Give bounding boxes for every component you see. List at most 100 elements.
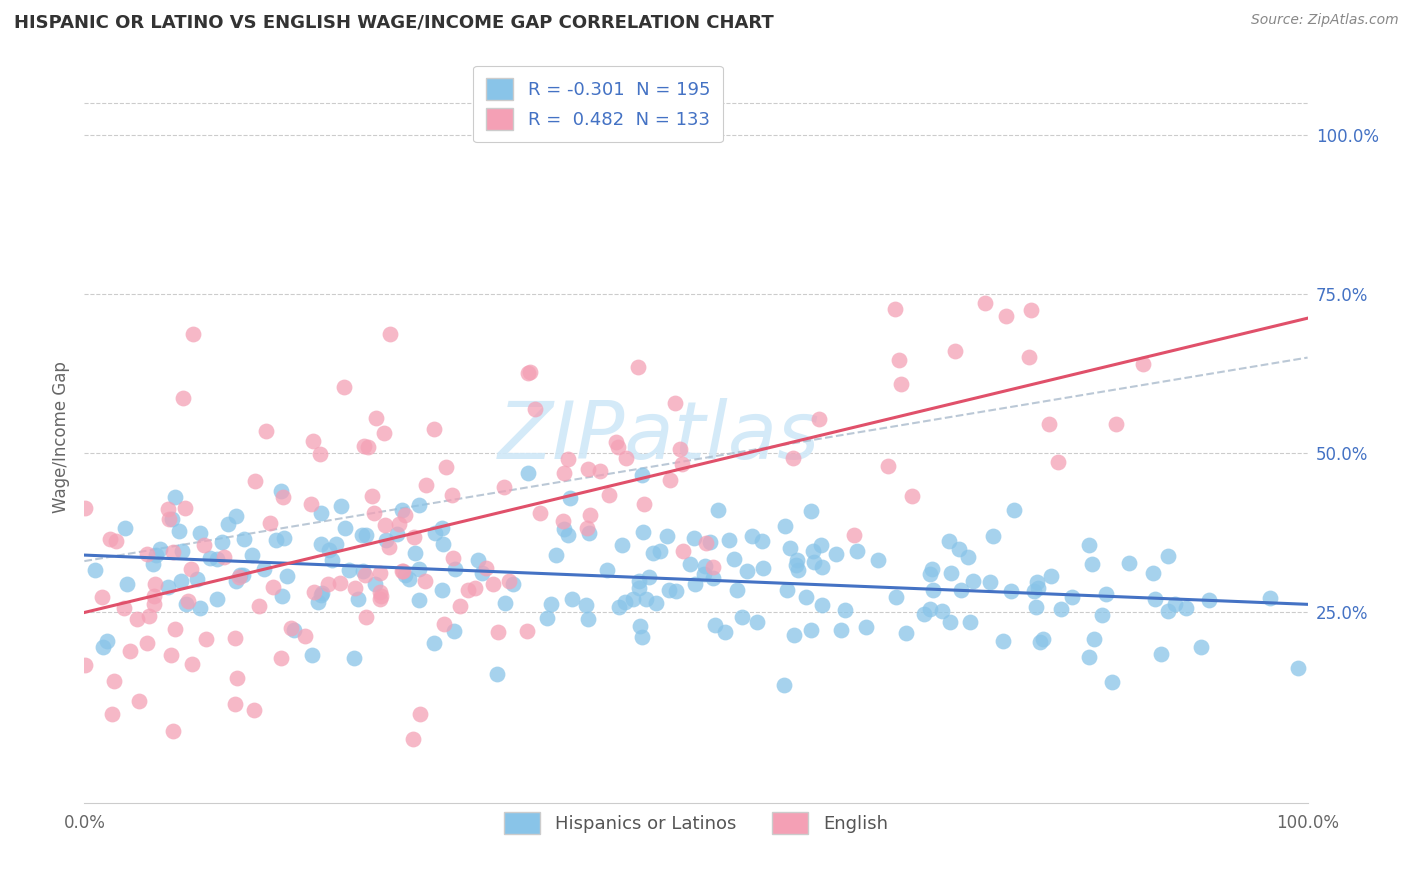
Point <box>357 440 380 454</box>
Point <box>634 592 657 607</box>
Point <box>434 460 457 475</box>
Point <box>165 490 187 504</box>
Point <box>995 309 1018 323</box>
Point <box>498 574 520 588</box>
Point <box>1143 591 1166 606</box>
Point <box>959 615 981 629</box>
Point <box>1118 556 1140 570</box>
Point <box>830 623 852 637</box>
Point <box>576 462 599 476</box>
Point <box>415 574 437 589</box>
Point <box>810 538 832 552</box>
Point <box>575 599 598 613</box>
Point <box>352 564 374 578</box>
Point <box>350 527 373 541</box>
Point <box>981 529 1004 543</box>
Point <box>360 489 382 503</box>
Point <box>889 353 911 368</box>
Point <box>160 648 183 663</box>
Point <box>612 538 634 552</box>
Point <box>394 508 416 523</box>
Point <box>1150 647 1173 661</box>
Point <box>270 483 292 498</box>
Point <box>402 732 425 747</box>
Point <box>177 594 200 608</box>
Point <box>114 600 136 615</box>
Point <box>169 574 191 588</box>
Point <box>877 458 900 473</box>
Point <box>494 596 516 610</box>
Point <box>398 572 420 586</box>
Point <box>630 468 652 483</box>
Point <box>1026 574 1049 589</box>
Point <box>973 295 995 310</box>
Point <box>485 666 508 681</box>
Point <box>353 439 375 453</box>
Point <box>374 517 396 532</box>
Point <box>682 531 704 545</box>
Point <box>402 530 425 544</box>
Point <box>807 411 830 425</box>
Point <box>75 658 97 673</box>
Point <box>628 619 651 633</box>
Point <box>630 631 652 645</box>
Point <box>730 609 752 624</box>
Point <box>457 583 479 598</box>
Text: ZIPatlas: ZIPatlas <box>498 398 820 476</box>
Point <box>1024 584 1046 599</box>
Point <box>519 365 541 379</box>
Point <box>368 566 391 581</box>
Point <box>280 621 302 635</box>
Point <box>553 522 575 536</box>
Point <box>613 595 636 609</box>
Point <box>631 524 654 539</box>
Point <box>939 566 962 580</box>
Point <box>920 602 942 616</box>
Point <box>271 589 294 603</box>
Point <box>794 591 817 605</box>
Point <box>1157 604 1180 618</box>
Point <box>156 580 179 594</box>
Point <box>370 589 392 603</box>
Point <box>333 521 356 535</box>
Point <box>217 517 239 532</box>
Point <box>264 533 287 547</box>
Point <box>75 500 97 515</box>
Point <box>138 609 160 624</box>
Point <box>176 597 198 611</box>
Point <box>529 506 551 520</box>
Point <box>83 563 105 577</box>
Point <box>918 566 941 581</box>
Point <box>262 580 284 594</box>
Point <box>354 528 377 542</box>
Point <box>1095 587 1118 601</box>
Point <box>516 366 538 380</box>
Point <box>866 552 889 566</box>
Point <box>745 615 768 629</box>
Point <box>1019 303 1042 318</box>
Point <box>641 546 664 560</box>
Point <box>142 589 165 603</box>
Point <box>368 585 391 599</box>
Point <box>561 592 583 607</box>
Point <box>844 527 866 541</box>
Point <box>471 566 494 581</box>
Point <box>228 570 250 584</box>
Point <box>957 549 980 564</box>
Point <box>783 628 806 642</box>
Point <box>329 575 352 590</box>
Point <box>1026 581 1049 595</box>
Point <box>415 478 437 492</box>
Point <box>803 555 825 569</box>
Point <box>598 488 620 502</box>
Point <box>394 567 416 582</box>
Point <box>339 563 361 577</box>
Point <box>703 618 725 632</box>
Point <box>392 564 415 578</box>
Point <box>408 593 430 607</box>
Point <box>1258 591 1281 606</box>
Point <box>145 548 167 562</box>
Point <box>247 599 270 614</box>
Point <box>707 502 730 516</box>
Point <box>482 576 505 591</box>
